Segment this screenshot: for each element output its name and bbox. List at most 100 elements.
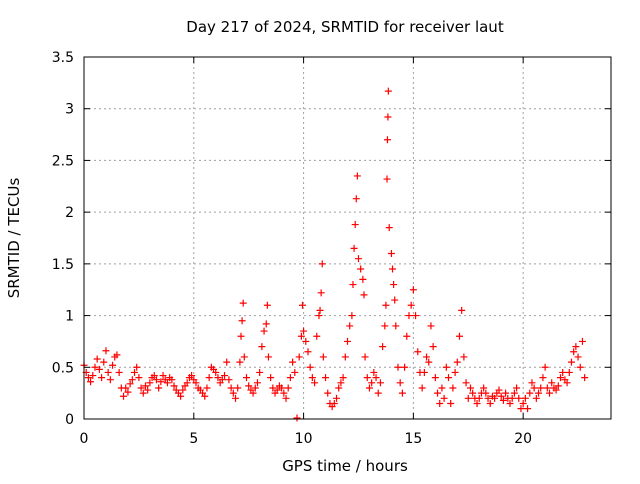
data-point <box>308 374 316 382</box>
data-point <box>225 376 233 384</box>
data-point <box>344 337 351 345</box>
data-point <box>515 394 523 402</box>
data-point <box>346 322 354 330</box>
data-point <box>403 332 411 340</box>
data-point <box>524 405 532 413</box>
data-point <box>357 265 365 273</box>
data-point <box>567 358 575 366</box>
y-tick-label: 3.5 <box>52 50 74 66</box>
data-point <box>311 379 319 387</box>
data-point <box>239 299 247 307</box>
data-point <box>298 301 306 309</box>
data-point <box>389 265 397 273</box>
data-point <box>135 374 143 382</box>
data-point <box>392 322 400 330</box>
data-point <box>510 389 518 397</box>
data-point <box>188 372 196 380</box>
data-point <box>469 389 477 397</box>
data-point <box>253 379 261 387</box>
data-point <box>300 327 308 335</box>
data-point <box>315 312 323 320</box>
data-point <box>370 368 378 376</box>
data-point <box>212 368 220 376</box>
data-point <box>396 379 404 387</box>
data-point <box>528 379 536 387</box>
data-point <box>260 327 268 335</box>
data-point <box>381 322 389 330</box>
data-point <box>434 389 442 397</box>
data-point <box>124 388 132 396</box>
data-point <box>284 384 292 392</box>
data-point <box>218 376 226 384</box>
data-point <box>556 374 564 382</box>
data-point <box>506 399 514 407</box>
data-point <box>295 353 303 361</box>
data-point <box>223 358 231 366</box>
data-point <box>383 136 391 144</box>
data-point <box>232 394 240 402</box>
data-point <box>249 389 257 397</box>
data-point <box>102 347 110 355</box>
data-point <box>354 255 362 263</box>
data-point <box>234 384 242 392</box>
data-point <box>382 301 390 309</box>
data-point <box>177 392 185 400</box>
data-point <box>455 332 463 340</box>
data-point <box>317 289 325 297</box>
data-point <box>84 374 92 382</box>
data-point <box>139 389 147 397</box>
data-point <box>398 389 406 397</box>
data-point <box>95 365 103 373</box>
data-point <box>563 379 571 387</box>
data-point <box>238 317 246 325</box>
data-point <box>242 374 250 382</box>
data-point <box>535 389 543 397</box>
data-point <box>475 394 483 402</box>
data-point <box>113 351 121 359</box>
data-point <box>229 389 237 397</box>
data-point <box>513 384 521 392</box>
data-point <box>484 394 492 402</box>
data-point <box>245 382 253 390</box>
data-point <box>269 384 277 392</box>
data-point <box>495 386 503 394</box>
data-point <box>460 353 468 361</box>
data-point <box>324 389 332 397</box>
data-point <box>91 363 99 371</box>
data-point <box>349 281 357 289</box>
data-point <box>348 312 356 320</box>
data-point <box>203 384 211 392</box>
data-point <box>418 384 426 392</box>
data-point <box>412 312 420 320</box>
data-point <box>240 353 248 361</box>
data-point <box>201 392 209 400</box>
data-point <box>458 306 466 314</box>
data-point <box>565 368 573 376</box>
data-point <box>372 374 380 382</box>
data-point <box>236 358 244 366</box>
data-point <box>109 361 117 369</box>
data-point <box>440 394 448 402</box>
data-point <box>341 353 349 361</box>
grid <box>84 57 611 419</box>
data-point <box>482 389 490 397</box>
data-point <box>405 312 413 320</box>
data-point <box>353 172 361 180</box>
data-point <box>297 332 305 340</box>
y-tick-label: 2 <box>65 205 74 221</box>
data-point <box>131 368 139 376</box>
data-point <box>436 399 444 407</box>
data-points <box>80 87 589 422</box>
data-point <box>368 379 376 387</box>
data-point <box>409 286 417 294</box>
data-point <box>394 363 402 371</box>
data-point <box>115 368 123 376</box>
data-point <box>425 358 433 366</box>
chart-title: Day 217 of 2024, SRMTID for receiver lau… <box>186 18 504 36</box>
data-point <box>559 368 567 376</box>
data-point <box>574 353 582 361</box>
data-point <box>548 379 556 387</box>
data-point <box>502 389 510 397</box>
x-axis-label: GPS time / hours <box>282 457 408 475</box>
data-point <box>120 392 128 400</box>
